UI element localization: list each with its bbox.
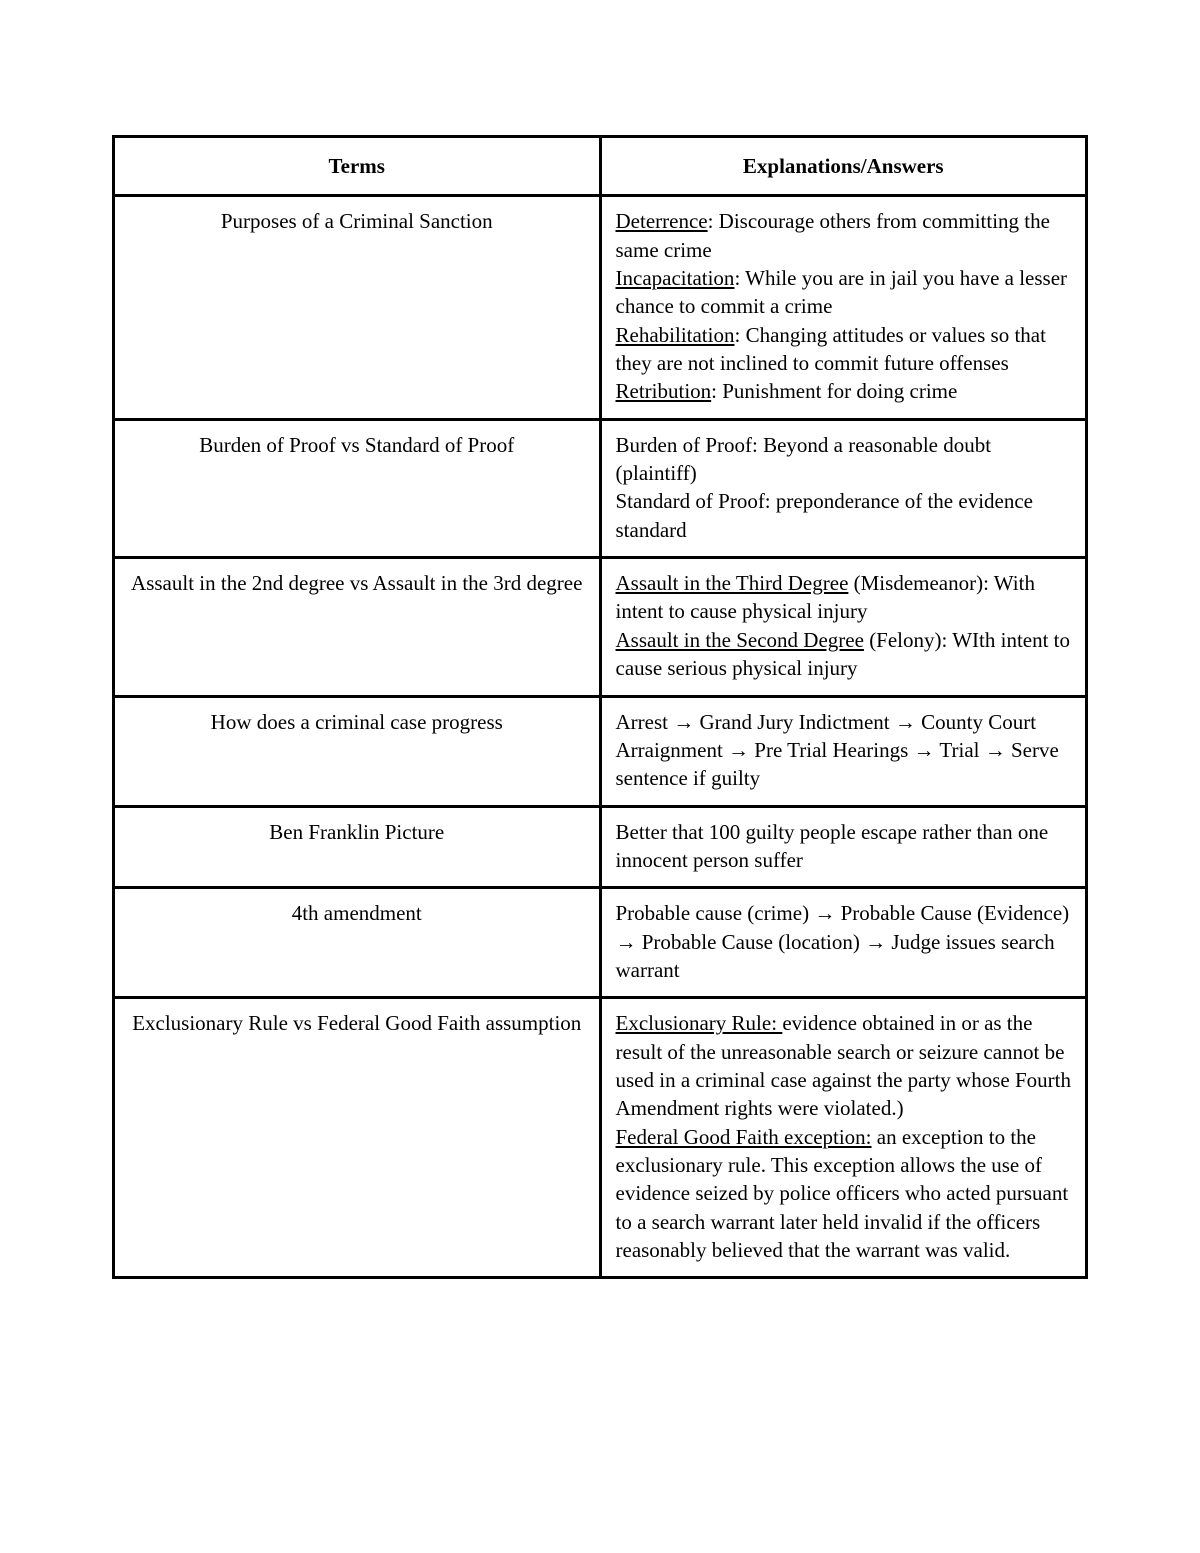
- text-segment: Federal Good Faith exception:: [616, 1125, 872, 1149]
- table-row: How does a criminal case progressArrest …: [114, 696, 1087, 806]
- table-row: Ben Franklin Picture Better that 100 guil…: [114, 806, 1087, 888]
- table-row: Assault in the 2nd degree vs Assault in …: [114, 558, 1087, 696]
- explanation-cell: Exclusionary Rule: evidence obtained in …: [600, 998, 1087, 1278]
- text-segment: : Punishment for doing crime: [711, 379, 957, 403]
- text-segment: Incapacitation: [616, 266, 735, 290]
- table-header-row: Terms Explanations/Answers: [114, 137, 1087, 196]
- term-cell: Burden of Proof vs Standard of Proof: [114, 419, 601, 557]
- explanation-cell: Arrest → Grand Jury Indictment → County …: [600, 696, 1087, 806]
- table-row: 4th amendmentProbable cause (crime) → Pr…: [114, 888, 1087, 998]
- text-segment: Retribution: [616, 379, 712, 403]
- explanation-cell: Probable cause (crime) → Probable Cause …: [600, 888, 1087, 998]
- text-segment: Standard of Proof: preponderance of the …: [616, 489, 1034, 541]
- header-explanations: Explanations/Answers: [600, 137, 1087, 196]
- explanation-cell: Burden of Proof: Beyond a reasonable dou…: [600, 419, 1087, 557]
- explanation-cell: Deterrence: Discourage others from commi…: [600, 196, 1087, 419]
- term-cell: How does a criminal case progress: [114, 696, 601, 806]
- text-segment: Deterrence: [616, 209, 708, 233]
- table-row: Purposes of a Criminal SanctionDeterrenc…: [114, 196, 1087, 419]
- text-segment: Burden of Proof: Beyond a reasonable dou…: [616, 433, 992, 485]
- term-cell: 4th amendment: [114, 888, 601, 998]
- study-table: Terms Explanations/Answers Purposes of a…: [112, 135, 1088, 1279]
- text-segment: Probable cause (crime) → Probable Cause …: [616, 901, 1070, 982]
- text-segment: Assault in the Second Degree: [616, 628, 864, 652]
- document-page: Terms Explanations/Answers Purposes of a…: [0, 0, 1200, 1553]
- text-segment: Better that 100 guilty people escape rat…: [616, 820, 1049, 872]
- explanation-cell: Better that 100 guilty people escape rat…: [600, 806, 1087, 888]
- header-terms: Terms: [114, 137, 601, 196]
- text-segment: Assault in the Third Degree: [616, 571, 849, 595]
- term-cell: Purposes of a Criminal Sanction: [114, 196, 601, 419]
- table-row: Exclusionary Rule vs Federal Good Faith …: [114, 998, 1087, 1278]
- term-cell: Exclusionary Rule vs Federal Good Faith …: [114, 998, 601, 1278]
- text-segment: Exclusionary Rule:: [616, 1011, 783, 1035]
- text-segment: Arrest → Grand Jury Indictment → County …: [616, 710, 1059, 791]
- text-segment: Rehabilitation: [616, 323, 735, 347]
- table-row: Burden of Proof vs Standard of Proof Burd…: [114, 419, 1087, 557]
- term-cell: Ben Franklin Picture: [114, 806, 601, 888]
- explanation-cell: Assault in the Third Degree (Misdemeanor…: [600, 558, 1087, 696]
- term-cell: Assault in the 2nd degree vs Assault in …: [114, 558, 601, 696]
- table-body: Purposes of a Criminal SanctionDeterrenc…: [114, 196, 1087, 1278]
